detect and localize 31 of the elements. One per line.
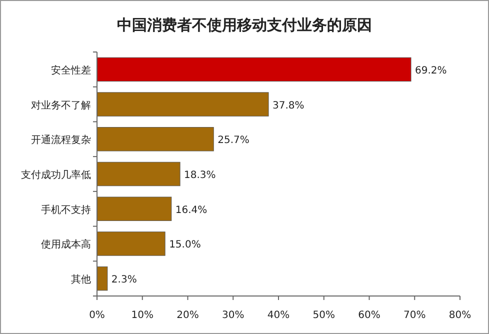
bar — [96, 196, 172, 221]
data-label: 15.0% — [169, 240, 201, 251]
x-tick-label: 60% — [358, 310, 380, 321]
bar — [96, 232, 166, 256]
data-label: 2.3% — [111, 274, 137, 286]
x-tick-label: 10% — [131, 310, 154, 321]
y-tick-label: 对业务不了解 — [31, 99, 91, 112]
x-tick-label: 40% — [267, 310, 290, 321]
data-label: 37.8% — [272, 100, 304, 112]
data-label: 16.4% — [175, 204, 208, 216]
y-tick-label: 支付成功几率低 — [21, 169, 91, 181]
chart-title: 中国消费者不使用移动支付业务的原因 — [117, 16, 372, 34]
data-label: 69.2% — [414, 65, 447, 76]
x-tick-label: 70% — [404, 310, 426, 321]
x-tick-label: 30% — [222, 310, 244, 321]
y-tick-label: 安全性差 — [51, 64, 91, 76]
bar — [96, 92, 269, 116]
y-tick-label: 使用成本高 — [41, 238, 91, 251]
x-tick-label: 0% — [89, 310, 105, 321]
y-tick-label: 手机不支持 — [41, 204, 91, 216]
bar — [96, 266, 108, 291]
data-label: 25.7% — [218, 135, 250, 146]
bar — [96, 162, 180, 186]
bar — [96, 57, 412, 82]
x-tick-label: 20% — [176, 310, 199, 321]
bar — [96, 127, 214, 152]
y-tick-label: 开通流程复杂 — [31, 134, 91, 146]
data-label: 18.3% — [184, 170, 216, 181]
x-tick-label: 80% — [448, 310, 472, 321]
x-tick-label: 50% — [312, 310, 335, 321]
y-tick-label: 其他 — [71, 274, 91, 286]
